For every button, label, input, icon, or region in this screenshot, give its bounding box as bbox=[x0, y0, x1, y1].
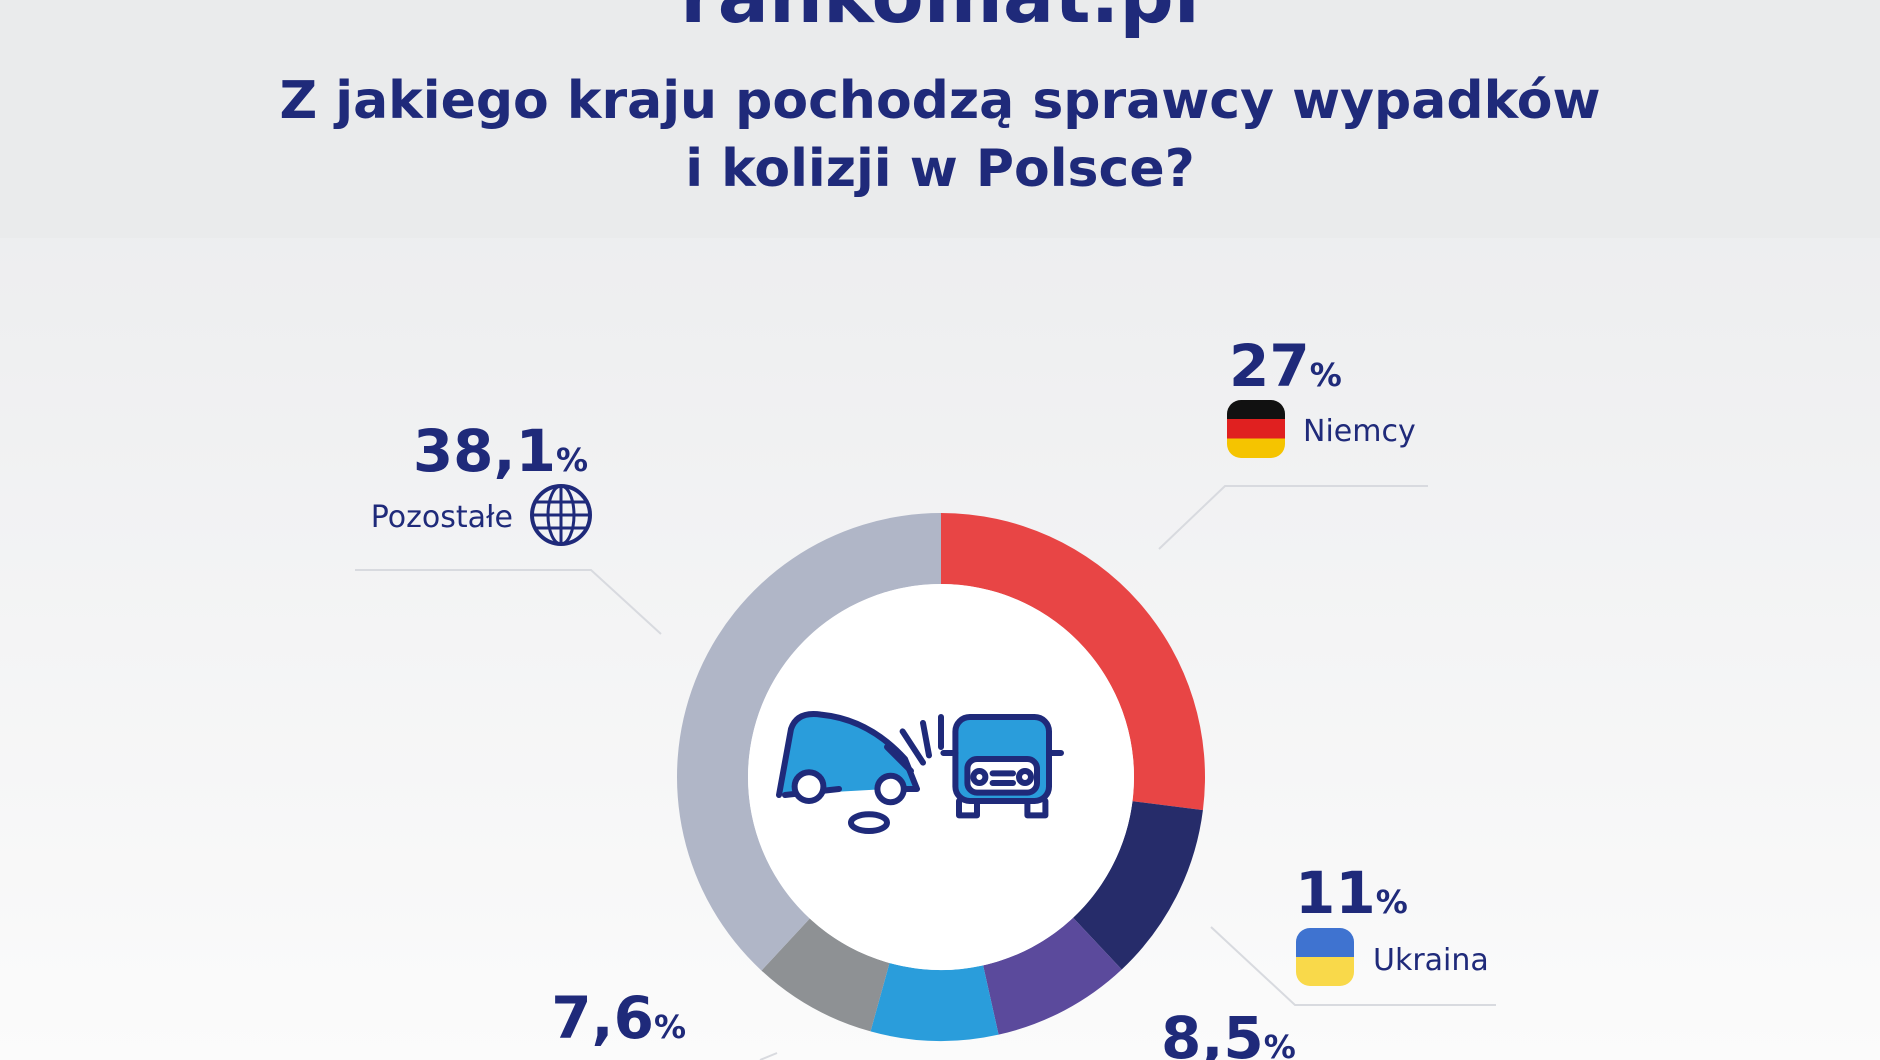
title-line: i kolizji w Polsce? bbox=[685, 139, 1195, 199]
category-label: Pozostałe bbox=[371, 500, 513, 535]
value-label: 8,5% bbox=[1161, 1004, 1296, 1060]
title-line: Z jakiego kraju pochodzą sprawcy wypadkó… bbox=[279, 71, 1600, 131]
crash-icon bbox=[775, 711, 1065, 835]
donut-hole bbox=[748, 584, 1134, 970]
leader-line bbox=[759, 1052, 778, 1060]
donut-slice bbox=[983, 917, 1122, 1035]
category-label: Ukraina bbox=[1373, 943, 1489, 978]
logo: rankomat.pl bbox=[680, 0, 1200, 40]
flag-icon bbox=[1227, 400, 1285, 458]
value-label: 11% bbox=[1295, 859, 1408, 927]
donut-slice bbox=[870, 962, 999, 1041]
leader-line bbox=[1210, 926, 1496, 1006]
donut-slice bbox=[941, 513, 1205, 811]
leader-line bbox=[355, 569, 662, 635]
donut-slice bbox=[677, 513, 941, 971]
donut-slice bbox=[761, 918, 890, 1032]
header-band bbox=[0, 0, 1880, 238]
value-label: 7,6% bbox=[551, 984, 686, 1052]
leader-line bbox=[1158, 485, 1428, 550]
donut-slice bbox=[1073, 801, 1203, 970]
category-label: Niemcy bbox=[1303, 414, 1416, 449]
flag-icon bbox=[1296, 928, 1354, 986]
donut-chart: 27% Niemcy 11% Ukraina 8,5% 7,6% 38,1% Pozostał… bbox=[355, 332, 1496, 1060]
value-label: 38,1% bbox=[413, 417, 588, 485]
value-label: 27% bbox=[1229, 332, 1342, 400]
globe-icon bbox=[532, 486, 590, 544]
